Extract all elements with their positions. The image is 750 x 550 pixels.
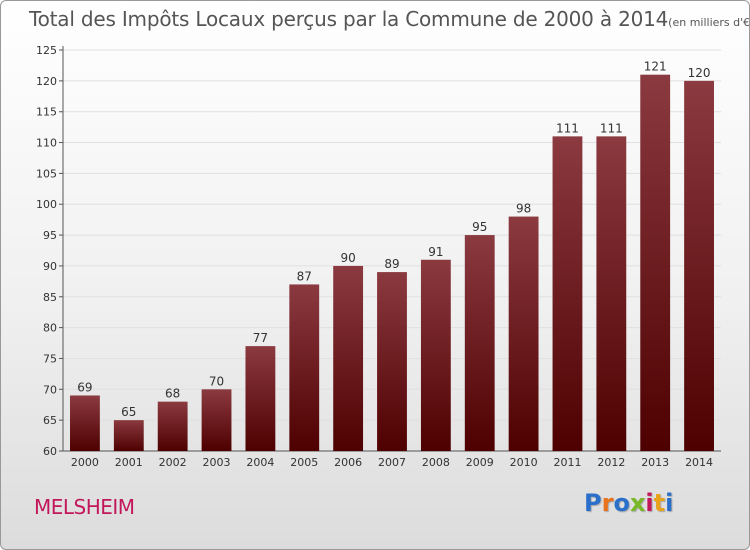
bar-2002 [157, 401, 188, 451]
x-tick-label-2003: 2003 [203, 456, 231, 469]
bar-2005 [289, 284, 320, 451]
proxiti-logo: Proxiti [584, 489, 673, 517]
logo-letter: i [645, 489, 654, 517]
x-tick-label-2008: 2008 [422, 456, 450, 469]
y-tick-label: 60 [43, 445, 57, 458]
x-tick-label-2009: 2009 [466, 456, 494, 469]
y-tick-label: 90 [43, 260, 57, 273]
data-label-2013: 121 [644, 60, 667, 74]
y-tick-label: 65 [43, 414, 57, 427]
x-tick-label-2006: 2006 [334, 456, 362, 469]
logo-letter: P [584, 489, 602, 517]
data-label-2012: 111 [600, 121, 623, 135]
logo-letter: i [665, 489, 674, 517]
bar-2007 [377, 272, 407, 451]
y-tick-label: 125 [36, 44, 57, 57]
data-label-2014: 120 [688, 66, 711, 80]
bar-2000 [70, 395, 100, 451]
data-label-2002: 68 [165, 387, 180, 401]
commune-name: MELSHEIM [34, 495, 135, 519]
data-label-2005: 87 [297, 269, 312, 283]
bar-2004 [245, 346, 276, 451]
x-tick-label-2005: 2005 [290, 456, 318, 469]
y-tick-label: 115 [36, 106, 57, 119]
x-tick-label-2011: 2011 [553, 456, 581, 469]
axis-layer: 60 65 70 75 80 85 90 95 100 105 110 115 120 125 2000 20… [36, 44, 721, 469]
y-tick-label: 75 [43, 352, 57, 365]
bar-2012 [596, 136, 627, 451]
x-tick-label-2010: 2010 [510, 456, 538, 469]
bar-2006 [333, 265, 364, 451]
bar-2013 [640, 74, 671, 451]
x-tick-label-2007: 2007 [378, 456, 406, 469]
data-label-2001: 65 [121, 405, 136, 419]
chart-title-text: Total des Impôts Locaux perçus par la Co… [29, 7, 669, 31]
bar-2009 [464, 235, 495, 451]
logo-letter: t [653, 489, 666, 517]
logo-letter: x [629, 489, 646, 517]
y-tick-label: 80 [43, 322, 57, 335]
x-tick-label-2012: 2012 [597, 456, 625, 469]
logo-letter: r [601, 489, 614, 517]
chart-unit: (en milliers d'€) [668, 16, 750, 29]
x-tick-label-2001: 2001 [115, 456, 143, 469]
x-tick-label-2002: 2002 [159, 456, 187, 469]
bar-2008 [420, 259, 451, 451]
data-label-2011: 111 [556, 121, 579, 135]
y-tick-label: 100 [36, 198, 57, 211]
data-label-2003: 70 [209, 374, 224, 388]
bar-2014 [684, 80, 714, 451]
chart-title: Total des Impôts Locaux perçus par la Co… [29, 7, 750, 31]
y-tick-label: 110 [36, 137, 57, 150]
data-label-2000: 69 [77, 380, 92, 394]
y-tick-label: 95 [43, 229, 57, 242]
x-tick-label-2013: 2013 [641, 456, 669, 469]
bar-2010 [508, 216, 539, 451]
bar-2011 [552, 136, 583, 451]
x-tick-label-2014: 2014 [685, 456, 713, 469]
x-tick-label-2004: 2004 [246, 456, 274, 469]
data-label-2004: 77 [253, 331, 268, 345]
data-label-2007: 89 [384, 257, 399, 271]
y-tick-label: 105 [36, 167, 57, 180]
bar-2003 [201, 389, 232, 451]
data-label-2006: 90 [340, 251, 355, 265]
logo-letter: o [613, 489, 630, 517]
data-label-2008: 91 [428, 245, 443, 259]
y-tick-label: 70 [43, 383, 57, 396]
bar-2001 [113, 420, 144, 451]
data-label-2009: 95 [472, 220, 487, 234]
y-tick-label: 120 [36, 75, 57, 88]
data-label-2010: 98 [516, 202, 531, 216]
x-tick-label-2000: 2000 [71, 456, 99, 469]
y-tick-label: 85 [43, 291, 57, 304]
bar-layer: 69 65 68 70 77 87 90 89 91 95 98 111 111 121 120 [70, 60, 714, 451]
